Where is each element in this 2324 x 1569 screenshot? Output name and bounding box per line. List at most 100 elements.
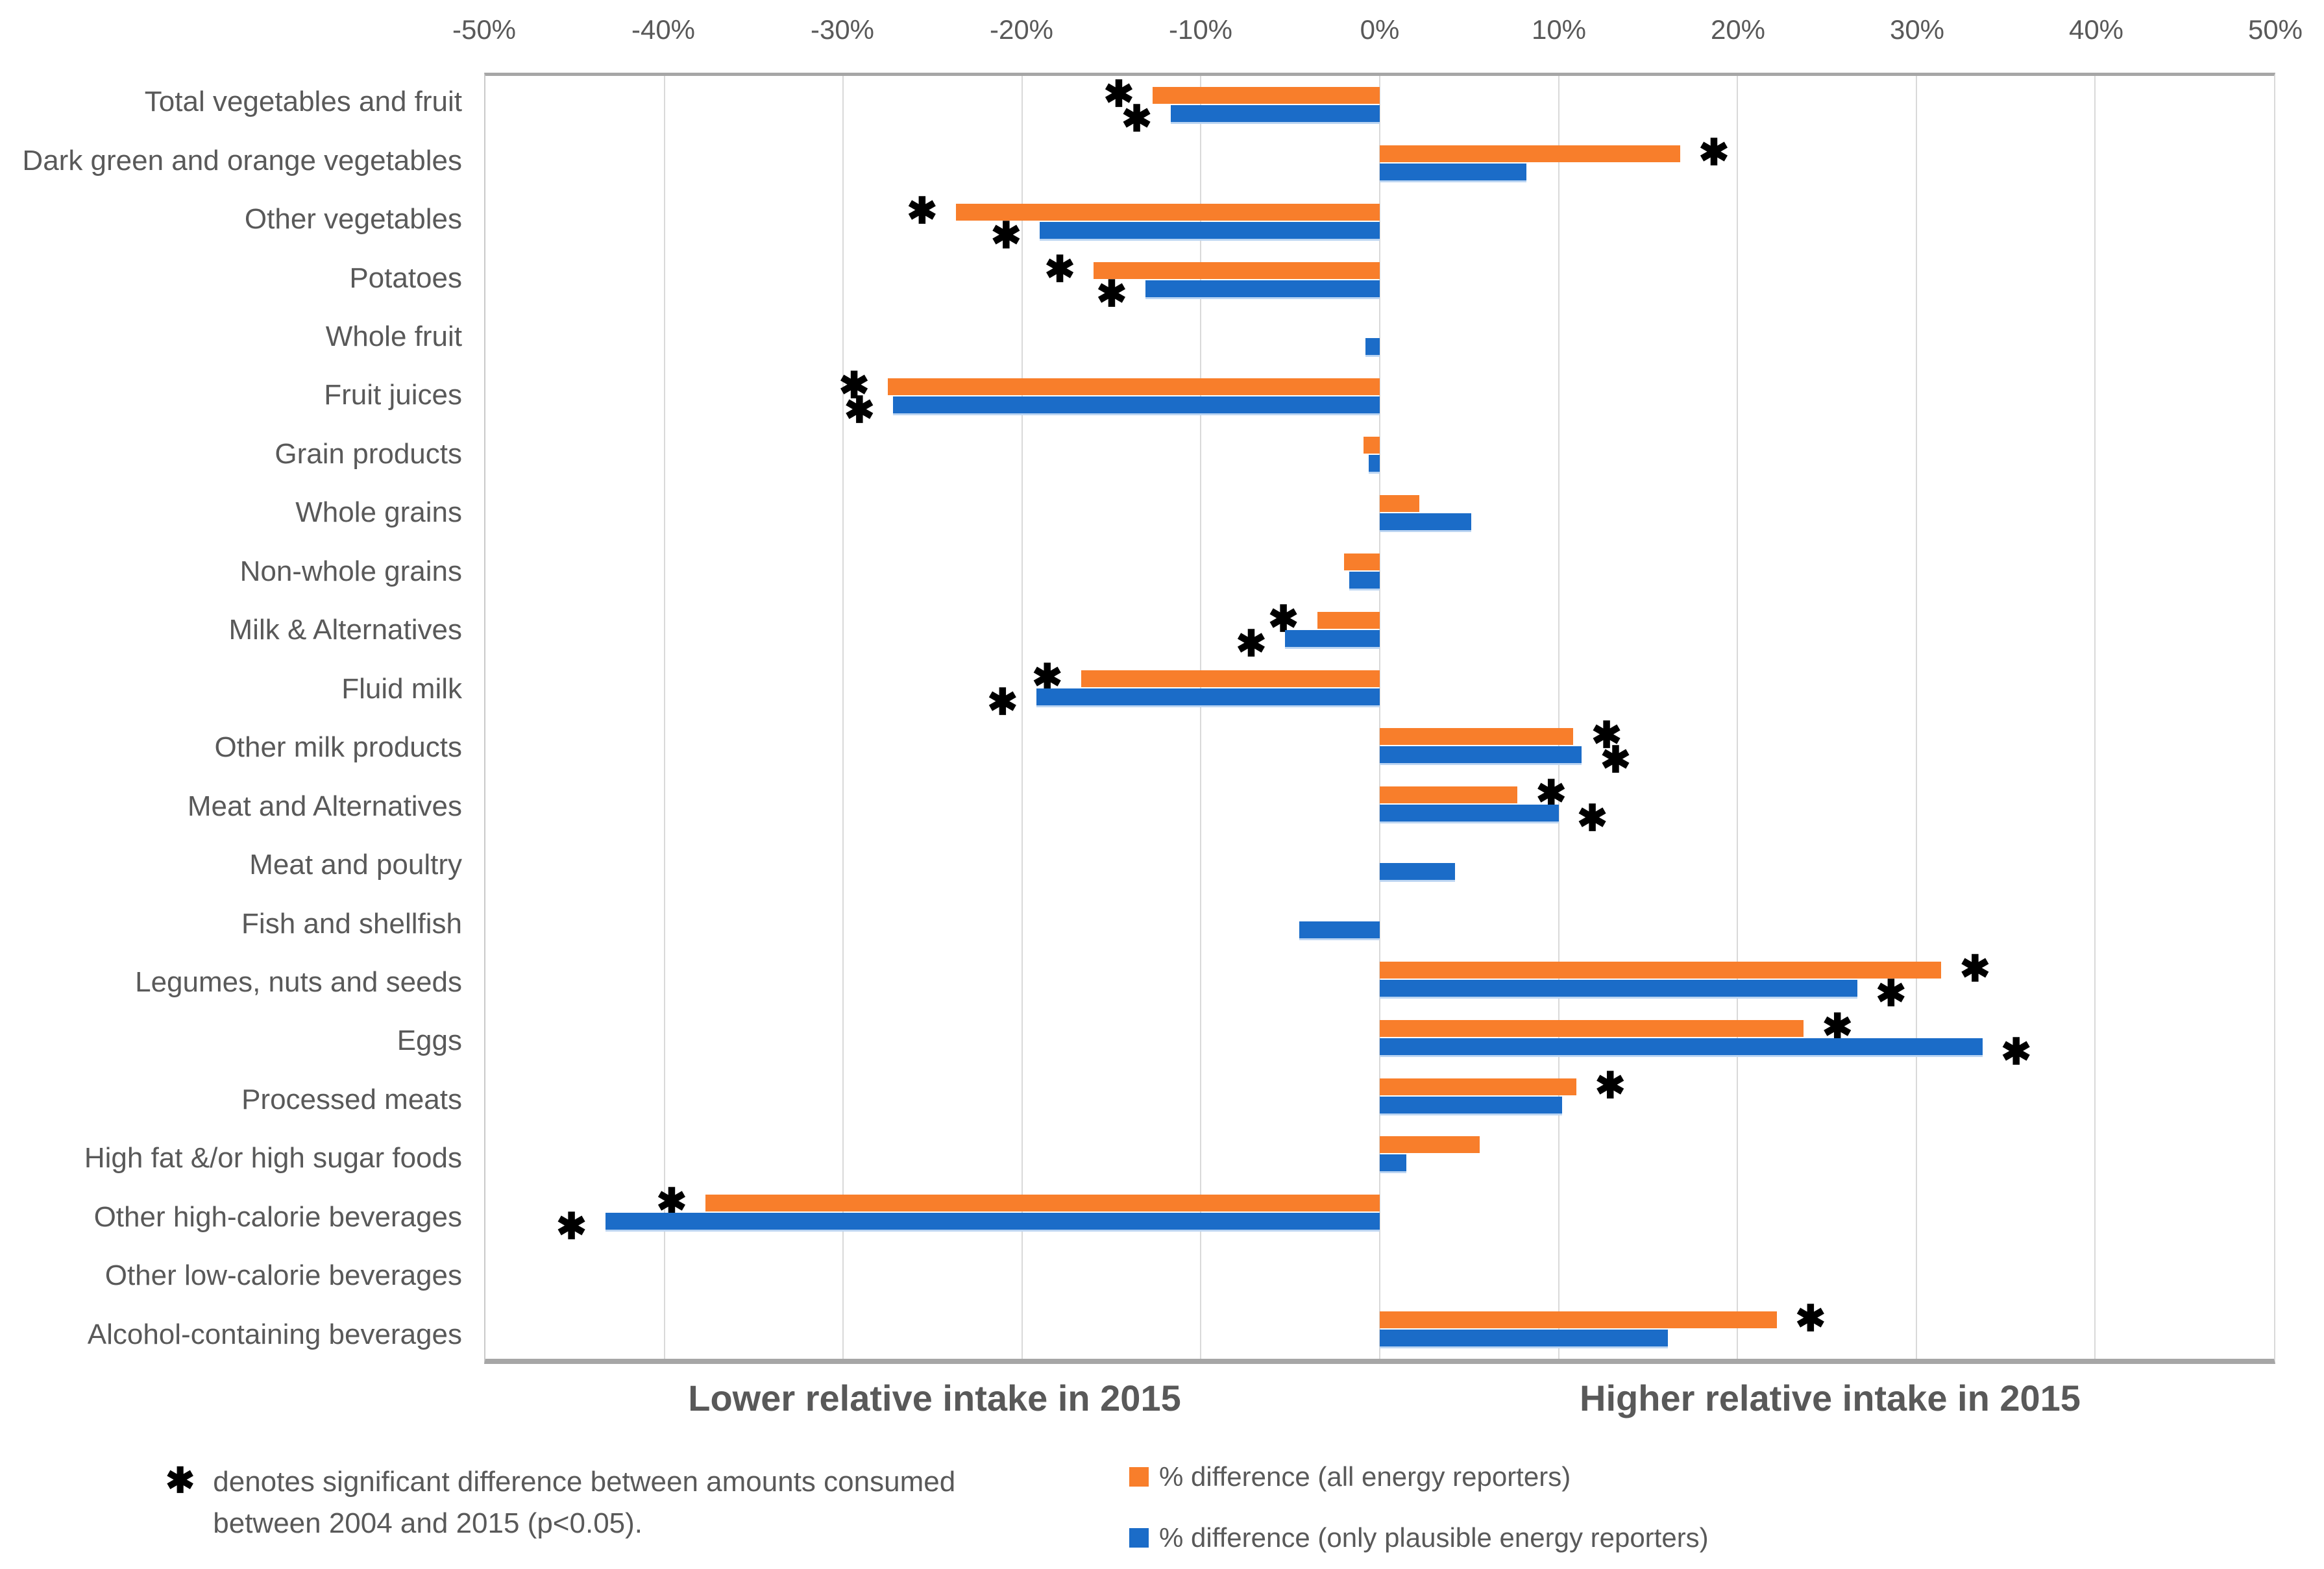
chart-row [485,1242,2274,1300]
significance-asterisk-icon: ✱ [990,214,1021,256]
category-label: Other low-calorie beverages [104,1259,462,1292]
category-label: Total vegetables and fruit [144,86,462,118]
legend: % difference (all energy reporters) % di… [1129,1461,1709,1553]
chart-row: ✱ ✱ [485,659,2274,720]
bar-all-reporters [955,203,1380,221]
bar-plausible-reporters [1145,280,1380,297]
category-label: Dark green and orange vegetables [22,144,462,176]
chart-row: ✱ ✱ [485,1008,2274,1072]
significance-asterisk-icon: ✱ [1600,739,1631,781]
gridline [2094,76,2096,1359]
significance-asterisk-icon: ✱ [838,365,870,406]
significance-asterisk-icon: ✱ [2001,1030,2032,1072]
chart-row: ✱ [485,1300,2274,1359]
gridline [663,76,665,1359]
chart-row: ✱ ✱ [485,775,2274,839]
bar-plausible-reporters [1299,921,1380,939]
bar-plausible-reporters [1284,629,1380,647]
bar-all-reporters [1380,145,1680,162]
bar-plausible-reporters [1170,105,1380,122]
gridline [1021,76,1023,1359]
bar-plausible-reporters [1380,513,1471,531]
bar-all-reporters [1380,961,1942,979]
category-label: Non-whole grains [239,555,462,587]
bar-plausible-reporters [1380,1096,1563,1113]
legend-label-all-reporters: % difference (all energy reporters) [1159,1461,1571,1492]
chart-row: ✱ ✱ [485,1184,2274,1247]
gridline [1915,76,1917,1359]
bar-all-reporters [1343,553,1380,570]
bar-all-reporters [888,378,1380,396]
legend-swatch-all-reporters-icon [1129,1467,1149,1487]
significance-asterisk-icon: ✱ [1795,1298,1826,1339]
bar-all-reporters [1152,87,1380,104]
bar-all-reporters [1380,1078,1577,1095]
chart-row: ✱ [485,134,2274,193]
significance-asterisk-icon: ✱ [1236,622,1267,664]
bar-plausible-reporters [1380,863,1455,881]
legend-item-all-reporters: % difference (all energy reporters) [1129,1461,1709,1492]
bar-all-reporters [1081,670,1380,687]
x-tick-label: 50% [2247,14,2303,45]
chart-row: ✱ ✱ [485,189,2274,256]
chart-row [485,484,2274,542]
bar-plausible-reporters [893,396,1380,414]
category-label: Whole grains [295,496,462,529]
significance-asterisk-icon: ✱ [1577,797,1608,839]
chart-row [485,1125,2274,1184]
gridline [1737,76,1739,1359]
bar-all-reporters [1364,437,1380,454]
significance-asterisk-icon: ✱ [165,1461,195,1500]
significance-asterisk-icon: ✱ [1595,1064,1626,1106]
category-label: Potatoes [349,262,462,294]
significance-asterisk-icon: ✱ [1876,972,1907,1014]
significance-asterisk-icon: ✱ [1121,98,1153,139]
bar-plausible-reporters [605,1213,1380,1230]
bar-plausible-reporters [1380,1330,1668,1347]
bar-plausible-reporters [1349,571,1380,589]
category-label: Meat and Alternatives [187,790,462,822]
category-label: Alcohol-containing beverages [87,1318,462,1350]
x-tick-label: -50% [452,14,517,45]
bar-plausible-reporters [1036,688,1380,705]
category-label: High fat &/or high sugar foods [84,1142,462,1174]
bar-all-reporters [1380,1311,1777,1329]
significance-asterisk-icon: ✱ [1044,248,1075,289]
bar-all-reporters [1317,611,1380,629]
chart-row: ✱ ✱ [485,365,2274,428]
chart-row [485,892,2274,951]
bar-plausible-reporters [1380,746,1582,764]
category-label: Other milk products [214,731,462,764]
significance-asterisk-icon: ✱ [1103,73,1134,114]
significance-asterisk-icon: ✱ [556,1206,587,1247]
x-tick-label: -20% [989,14,1054,45]
bar-plausible-reporters [1369,455,1380,472]
chart-row [485,542,2274,601]
bar-plausible-reporters [1380,805,1559,822]
bar-rows: ✱ ✱ ✱ ✱ ✱ ✱ ✱ ✱ ✱ ✱ ✱ ✱ ✱ ✱ ✱ ✱ ✱ ✱ ✱ ✱ ✱ ✱ ✱ ✱ ✱ [485,76,2274,1359]
category-label: Grain products [275,437,462,470]
category-label: Fluid milk [341,672,462,705]
legend-item-plausible-reporters: % difference (only plausible energy repo… [1129,1522,1709,1553]
chart-row: ✱ ✱ [485,600,2274,664]
x-tick-label: -10% [1168,14,1233,45]
axis-note-lower: Lower relative intake in 2015 [688,1378,1181,1418]
x-tick-label: 30% [1889,14,1945,45]
footnote-line-1: denotes significant difference between a… [213,1466,956,1498]
bar-all-reporters [1380,495,1419,513]
category-label: Processed meats [241,1083,462,1115]
gridline [842,76,844,1359]
chart-row [485,834,2274,892]
significance-asterisk-icon: ✱ [1591,714,1622,756]
bar-all-reporters [1380,1019,1804,1037]
x-tick-label: -30% [810,14,875,45]
significance-asterisk-icon: ✱ [907,189,938,231]
chart-row: ✱ ✱ [485,248,2274,311]
plot-area: ✱ ✱ ✱ ✱ ✱ ✱ ✱ ✱ ✱ ✱ ✱ ✱ ✱ ✱ ✱ ✱ ✱ ✱ ✱ ✱ ✱ ✱ ✱ ✱ ✱ [484,73,2275,1364]
bar-all-reporters [1380,786,1518,804]
x-axis: -50% -40% -30% -20% -10% 0% 10% 20% 30% 40% 50% [452,14,2303,60]
bar-all-reporters [1380,1136,1480,1154]
bar-all-reporters [1380,728,1573,746]
category-labels: Total vegetables and fruit Dark green and… [0,73,474,1364]
